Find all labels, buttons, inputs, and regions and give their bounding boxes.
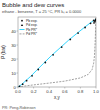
legend-label: Pd exp. <box>26 23 38 27</box>
x-tick-label: 1.0 <box>93 89 99 94</box>
data-point <box>44 62 46 64</box>
data-point <box>84 27 86 29</box>
data-point <box>95 18 96 20</box>
x-tick-label: 0.4 <box>46 89 52 94</box>
x-tick-label: 0.2 <box>31 89 37 94</box>
series-line <box>18 19 96 86</box>
data-point <box>90 22 92 24</box>
y-tick <box>17 73 19 74</box>
data-point <box>77 32 79 34</box>
data-point <box>37 69 39 71</box>
plot-frame <box>18 17 96 87</box>
data-point <box>94 19 96 21</box>
footer-note: PR: Peng-Robinson <box>2 106 36 110</box>
y-tick <box>17 45 19 46</box>
legend: Pb exp.Pd exp.Pb PR*Pd PR* <box>20 19 38 36</box>
y-tick-label: 30 <box>11 43 16 48</box>
chart: Bubble and dew curvesethane - benzene, T… <box>0 0 100 110</box>
data-point <box>52 54 54 56</box>
title: Bubble and dew curves <box>2 2 64 8</box>
x-tick-label: 0.8 <box>77 89 83 94</box>
data-point <box>26 80 28 82</box>
legend-swatch <box>20 29 25 30</box>
x-tick-label: 0.0 <box>15 89 21 94</box>
data-point <box>19 85 21 87</box>
y-tick-label: 40 <box>11 29 16 34</box>
legend-swatch <box>20 33 25 34</box>
data-point <box>69 39 71 41</box>
y-tick-label: 0 <box>13 85 16 90</box>
y-tick-label: 10 <box>11 71 16 76</box>
series-line <box>18 19 96 86</box>
data-point <box>61 46 63 48</box>
plot-area <box>18 18 96 87</box>
subtitle: ethane - benzene, T = 25 °C, PR kᵢⱼ = 0.… <box>2 9 82 14</box>
y-axis-label: P (bar) <box>1 45 6 59</box>
legend-label: Pb PR* <box>26 28 38 32</box>
legend-label: Pd PR* <box>26 32 38 36</box>
data-point <box>22 83 24 85</box>
y-tick <box>17 31 19 32</box>
data-point <box>95 18 96 20</box>
legend-label: Pb exp. <box>26 19 38 23</box>
data-point <box>31 75 33 77</box>
legend-swatch <box>21 20 23 22</box>
y-tick <box>17 59 19 60</box>
data-point <box>95 18 96 20</box>
y-tick-label: 20 <box>11 57 16 62</box>
x-tick-label: 0.6 <box>62 89 68 94</box>
x-axis-label: x,y <box>54 95 61 100</box>
legend-swatch <box>21 24 23 26</box>
y-tick <box>17 87 19 88</box>
